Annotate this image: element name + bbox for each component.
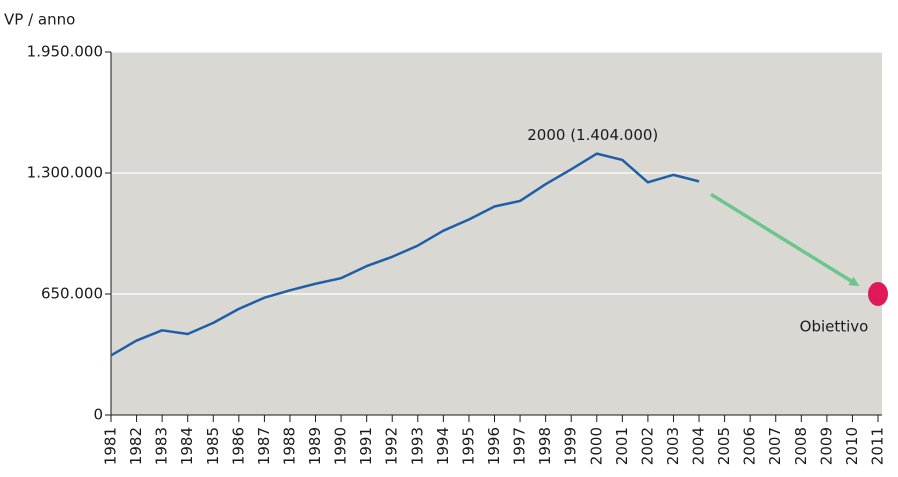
x-tick-label: 1987 — [255, 427, 273, 465]
x-tick-label: 2002 — [638, 427, 656, 465]
x-tick-label: 1989 — [306, 427, 324, 465]
x-tick-label: 2011 — [869, 427, 887, 465]
x-tick-label: 1986 — [229, 427, 247, 465]
x-tick-label: 1984 — [178, 427, 196, 465]
x-tick-label: 1994 — [434, 427, 452, 465]
y-tick-label: 650.000 — [41, 285, 103, 303]
x-tick-label: 1992 — [383, 427, 401, 465]
x-tick-label: 1990 — [332, 427, 350, 465]
target-dot — [868, 282, 888, 306]
x-tick-label: 1999 — [562, 427, 580, 465]
x-tick-label: 2006 — [741, 427, 759, 465]
target-label: Obiettivo — [800, 318, 869, 336]
x-tick-label: 1988 — [280, 427, 298, 465]
y-axis-label: VP / anno — [4, 11, 75, 29]
x-tick-label: 1981 — [102, 427, 120, 465]
x-tick-label: 1985 — [204, 427, 222, 465]
x-tick-label: 2005 — [715, 427, 733, 465]
x-tick-label: 2001 — [613, 427, 631, 465]
x-tick-label: 2003 — [664, 427, 682, 465]
data-line — [110, 152, 700, 357]
x-tick-label: 1991 — [357, 427, 375, 465]
x-tick-label: 2010 — [843, 427, 861, 465]
x-tick-label: 1982 — [127, 427, 145, 465]
x-tick-label: 1998 — [536, 427, 554, 465]
x-tick-label: 1996 — [485, 427, 503, 465]
x-tick-label: 2004 — [690, 427, 708, 465]
trend-arrow — [710, 192, 860, 287]
x-tick-label: 2000 — [587, 427, 605, 465]
y-tick-label: 1.950.000 — [27, 43, 103, 61]
x-tick-label: 1995 — [459, 427, 477, 465]
annotation: 2000 (1.404.000) — [527, 126, 658, 144]
x-tick-label: 1983 — [153, 427, 171, 465]
y-tick-label: 0 — [93, 406, 103, 424]
x-tick-label: 2007 — [766, 427, 784, 465]
x-tick-label: 1993 — [408, 427, 426, 465]
x-tick-label: 2008 — [792, 427, 810, 465]
plot-area — [111, 52, 882, 415]
y-tick-label: 1.300.000 — [27, 164, 103, 182]
x-tick-label: 1997 — [511, 427, 529, 465]
x-tick-label: 2009 — [817, 427, 835, 465]
